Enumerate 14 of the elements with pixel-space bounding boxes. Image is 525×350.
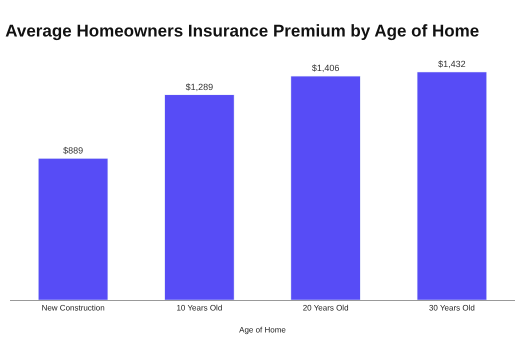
x-tick-label: New Construction [42,304,105,313]
x-tick-label: 30 Years Old [428,304,475,313]
bar [416,72,487,300]
data-label: $1,406 [312,63,340,74]
bar [164,94,234,300]
bar [38,158,108,300]
data-label: $1,289 [186,82,214,92]
x-tick-label: 10 Years Old [176,304,222,313]
chart-title: Average Homeowners Insurance Premium by Age of Home [5,21,480,40]
x-axis-title: Age of Home [239,326,286,335]
bar [290,76,361,300]
x-tick-label: 20 Years Old [302,304,349,313]
data-label: $1,432 [438,59,466,69]
data-label: $889 [63,145,84,156]
